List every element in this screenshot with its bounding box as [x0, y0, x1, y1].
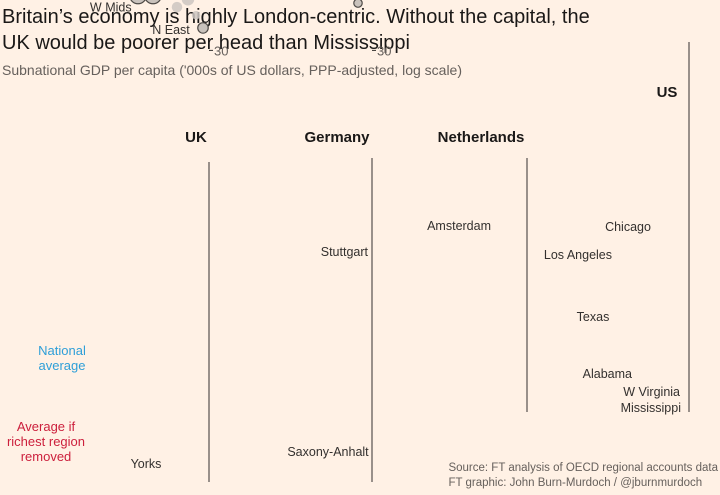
- without-richest-annotation: Average if: [17, 419, 76, 434]
- netherlands-column-header: Netherlands: [438, 129, 525, 146]
- chart-title: Britain’s economy is highly London-centr…: [2, 6, 590, 54]
- germany-bubble-saxony-anhalt: [353, 0, 363, 8]
- germany-point-label: Saxony-Anhalt: [287, 445, 369, 459]
- us-point-label: W Virginia: [623, 385, 680, 399]
- germany-point-label: Stuttgart: [321, 245, 369, 259]
- us-point-label: Texas: [577, 310, 610, 324]
- uk-bubble: [181, 0, 195, 6]
- without-richest-annotation: removed: [21, 449, 72, 464]
- uk-tick-label: 30: [214, 43, 228, 58]
- germany-column-header: Germany: [304, 129, 370, 146]
- us-point-label: Los Angeles: [544, 248, 612, 262]
- national-average-annotation: National: [38, 343, 86, 358]
- source-line-2: FT graphic: John Burn-Murdoch / @jburnmu…: [448, 477, 703, 489]
- us-point-label: Chicago: [605, 220, 651, 234]
- source-note: Source: FT analysis of OECD regional acc…: [448, 461, 718, 491]
- chart-subtitle: Subnational GDP per capita ('000s of US …: [2, 62, 462, 78]
- uk-column-header: UK: [185, 129, 207, 146]
- without-richest-annotation: richest region: [7, 434, 85, 449]
- uk-point-label: N East: [152, 23, 190, 37]
- uk-bubble-w-mids: [145, 0, 161, 5]
- uk-bubble: [171, 1, 183, 13]
- us-point-label: Mississippi: [621, 401, 681, 415]
- uk-bubble-yorks: [130, 0, 146, 5]
- germany-tick-label: 30: [377, 43, 391, 58]
- us-point-label: Alabama: [583, 367, 632, 381]
- uk-point-label: W Mids: [90, 0, 132, 14]
- us-column-header: US: [657, 84, 678, 101]
- source-line-1: Source: FT analysis of OECD regional acc…: [448, 462, 718, 474]
- uk-bubble: [191, 11, 201, 20]
- netherlands-point-label: Amsterdam: [427, 219, 491, 233]
- uk-point-label: Yorks: [131, 457, 162, 471]
- national-average-annotation: average: [39, 358, 86, 373]
- uk-bubble-n-east: [197, 22, 209, 34]
